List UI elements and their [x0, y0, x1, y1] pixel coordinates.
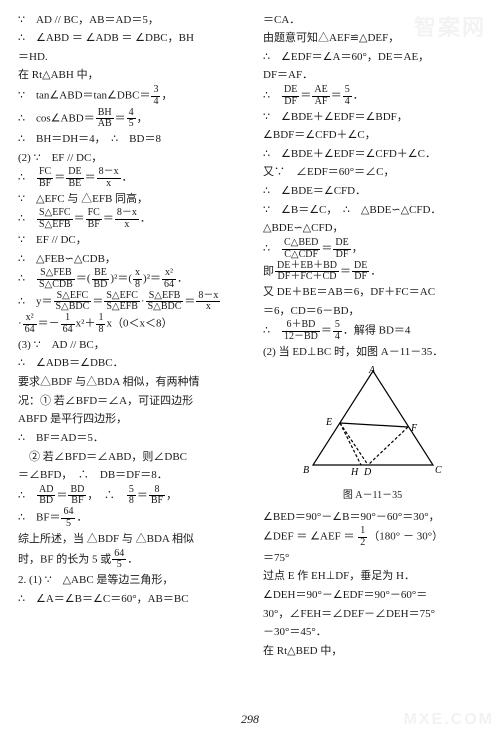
- svg-text:H: H: [350, 467, 359, 478]
- text-line: ＝HD.: [10, 48, 245, 66]
- text-line: 又 DE＋BE＝AB＝6，DF＋FC＝AC: [255, 283, 490, 301]
- page-columns: ∵ AD // BC，AB＝AD＝5，∴ ∠ABD ＝ ∠ADB ＝ ∠DBC，…: [0, 0, 500, 710]
- text-line: ∴ y＝S△EFCS△BDC＝S△EFCS△EFB·S△EFBS△BDC＝8－x…: [10, 291, 245, 313]
- text-line: 时，BF 的长为 5 或645．: [10, 549, 245, 571]
- text-line: 况：① 若∠BFD＝∠A，可证四边形: [10, 392, 245, 410]
- text-line: ＝75°: [255, 549, 490, 567]
- text-line: 要求△BDF 与△BDA 相似，有两种情: [10, 373, 245, 391]
- svg-text:A: A: [368, 365, 376, 376]
- text-line: 即DE＋EB＋BDDF＋FC＋CD＝DEDF．: [255, 261, 490, 283]
- text-line: ∠BED＝90°－∠B＝90°－60°＝30°，: [255, 508, 490, 526]
- text-line: 在 Rt△ABH 中，: [10, 66, 245, 84]
- text-line: ∴ BH＝DH＝4， ∴ BD＝8: [10, 130, 245, 148]
- text-line: ∴ ∠BDE＝∠CFD．: [255, 182, 490, 200]
- text-line: 30°，∠FEH＝∠DEF－∠DEH＝75°: [255, 605, 490, 623]
- text-line: (2) ∵ EF // DC，: [10, 149, 245, 167]
- text-line: 综上所述，当 △BDF 与 △BDA 相似: [10, 530, 245, 548]
- text-line: (3) ∵ AD // BC，: [10, 336, 245, 354]
- text-line: ＝∠BFD， ∴ DB＝DF＝8．: [10, 466, 245, 484]
- text-line: ∴ ADBD＝BDBF， ∴ 58＝8BF，: [10, 485, 245, 507]
- text-line: ∵ tan∠ABD＝tan∠DBC＝34，: [10, 85, 245, 107]
- text-line: ＝CA．: [255, 11, 490, 29]
- svg-text:F: F: [410, 423, 418, 434]
- svg-text:D: D: [363, 467, 372, 478]
- text-line: ∴ ∠A＝∠B＝∠C＝60°，AB＝BC: [10, 590, 245, 608]
- text-line: ∴ C△BEDC△CDF＝DEDF，: [255, 238, 490, 260]
- text-line: 过点 E 作 EH⊥DF，垂足为 H．: [255, 567, 490, 585]
- text-line: ∴ FCBF＝DEBE＝8－xx．: [10, 167, 245, 189]
- text-line: DF＝AF．: [255, 66, 490, 84]
- text-line: －30°＝45°．: [255, 623, 490, 641]
- text-line: ·x²64＝－164x²＋18x（0＜x＜8）: [10, 313, 245, 335]
- text-line: ＝6，CD＝6－BD，: [255, 302, 490, 320]
- text-line: ∴ ∠ADB＝∠DBC．: [10, 354, 245, 372]
- text-line: ∴ △FEB∽△CDB，: [10, 250, 245, 268]
- text-line: ∵ ∠B＝∠C， ∴ △BDE∽△CFD．: [255, 201, 490, 219]
- text-line: ∵ ∠BDE＋∠EDF＝∠BDF，: [255, 108, 490, 126]
- text-line: ∴ ∠EDF＝∠A＝60°，DE＝AE，: [255, 48, 490, 66]
- text-line: 由题意可知△AEF≌△DEF，: [255, 29, 490, 47]
- text-line: △BDE∽△CFD，: [255, 219, 490, 237]
- text-line: ∴ S△EFCS△EFB＝FCBF＝8－xx．: [10, 208, 245, 230]
- text-line: ∴ S△FEBS△CDB＝(BEBD)²＝(x8)²＝x²64．: [10, 268, 245, 290]
- page-number: 298: [0, 710, 500, 727]
- svg-text:C: C: [435, 465, 442, 476]
- figure-caption: 图 A－11－35: [255, 488, 490, 505]
- text-line: ∴ ∠BDE＋∠EDF＝∠CFD＋∠C．: [255, 145, 490, 163]
- text-line: ABFD 是平行四边形，: [10, 410, 245, 428]
- text-line: ∴ 6＋BD12－BD＝54．解得 BD＝4: [255, 320, 490, 342]
- text-line: ∵ EF // DC，: [10, 231, 245, 249]
- figure-triangle: A B C E F DH: [255, 365, 490, 486]
- text-line: ∴ BF＝AD＝5．: [10, 429, 245, 447]
- text-line: ∴ DEDF＝AEAF＝54．: [255, 85, 490, 107]
- svg-text:E: E: [325, 417, 332, 428]
- text-line: ② 若∠BFD＝∠ABD，则∠DBC: [10, 448, 245, 466]
- text-line: 2. (1) ∵ △ABC 是等边三角形，: [10, 571, 245, 589]
- text-line: ∠BDF＝∠CFD＋∠C，: [255, 126, 490, 144]
- text-line: ∴ cos∠ABD＝BHAB＝45，: [10, 108, 245, 130]
- text-line: ∠DEF ＝ ∠AEF ＝ 12（180° － 30°）: [255, 526, 490, 548]
- right-column: ＝CA．由题意可知△AEF≌△DEF，∴ ∠EDF＝∠A＝60°，DE＝AE，D…: [255, 10, 490, 710]
- text-line: ∴ BF＝645．: [10, 507, 245, 529]
- text-line: ∠DEH＝90°－∠EDF＝90°－60°＝: [255, 586, 490, 604]
- text-line: ∵ AD // BC，AB＝AD＝5，: [10, 11, 245, 29]
- text-line: ∴ ∠ABD ＝ ∠ADB ＝ ∠DBC，BH: [10, 29, 245, 47]
- svg-text:B: B: [303, 465, 309, 476]
- text-line: 在 Rt△BED 中，: [255, 642, 490, 660]
- text-line: 又∵ ∠EDF＝60°＝∠C，: [255, 163, 490, 181]
- text-line: (2) 当 ED⊥BC 时，如图 A－11－35．: [255, 343, 490, 361]
- left-column: ∵ AD // BC，AB＝AD＝5，∴ ∠ABD ＝ ∠ADB ＝ ∠DBC，…: [10, 10, 245, 710]
- text-line: ∵ △EFC 与 △EFB 同高，: [10, 190, 245, 208]
